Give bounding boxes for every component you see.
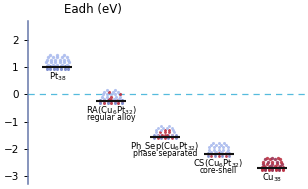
Text: core-shell: core-shell: [200, 167, 237, 176]
Text: Eadh (eV): Eadh (eV): [64, 3, 122, 16]
Text: $\mathrm{Cu_{38}}$: $\mathrm{Cu_{38}}$: [262, 172, 282, 184]
Text: $\mathrm{RA(Cu_6Pt_{32})}$: $\mathrm{RA(Cu_6Pt_{32})}$: [86, 104, 136, 117]
Text: regular alloy: regular alloy: [87, 113, 136, 122]
Text: $\mathrm{Ph\_Sep(Cu_6Pt_{32})}$: $\mathrm{Ph\_Sep(Cu_6Pt_{32})}$: [130, 140, 200, 153]
Text: phase separated: phase separated: [133, 149, 197, 158]
Text: $\mathrm{CS(Cu_6Pt_{32})}$: $\mathrm{CS(Cu_6Pt_{32})}$: [193, 157, 244, 170]
Text: $\mathrm{Pt_{38}}$: $\mathrm{Pt_{38}}$: [49, 70, 66, 83]
